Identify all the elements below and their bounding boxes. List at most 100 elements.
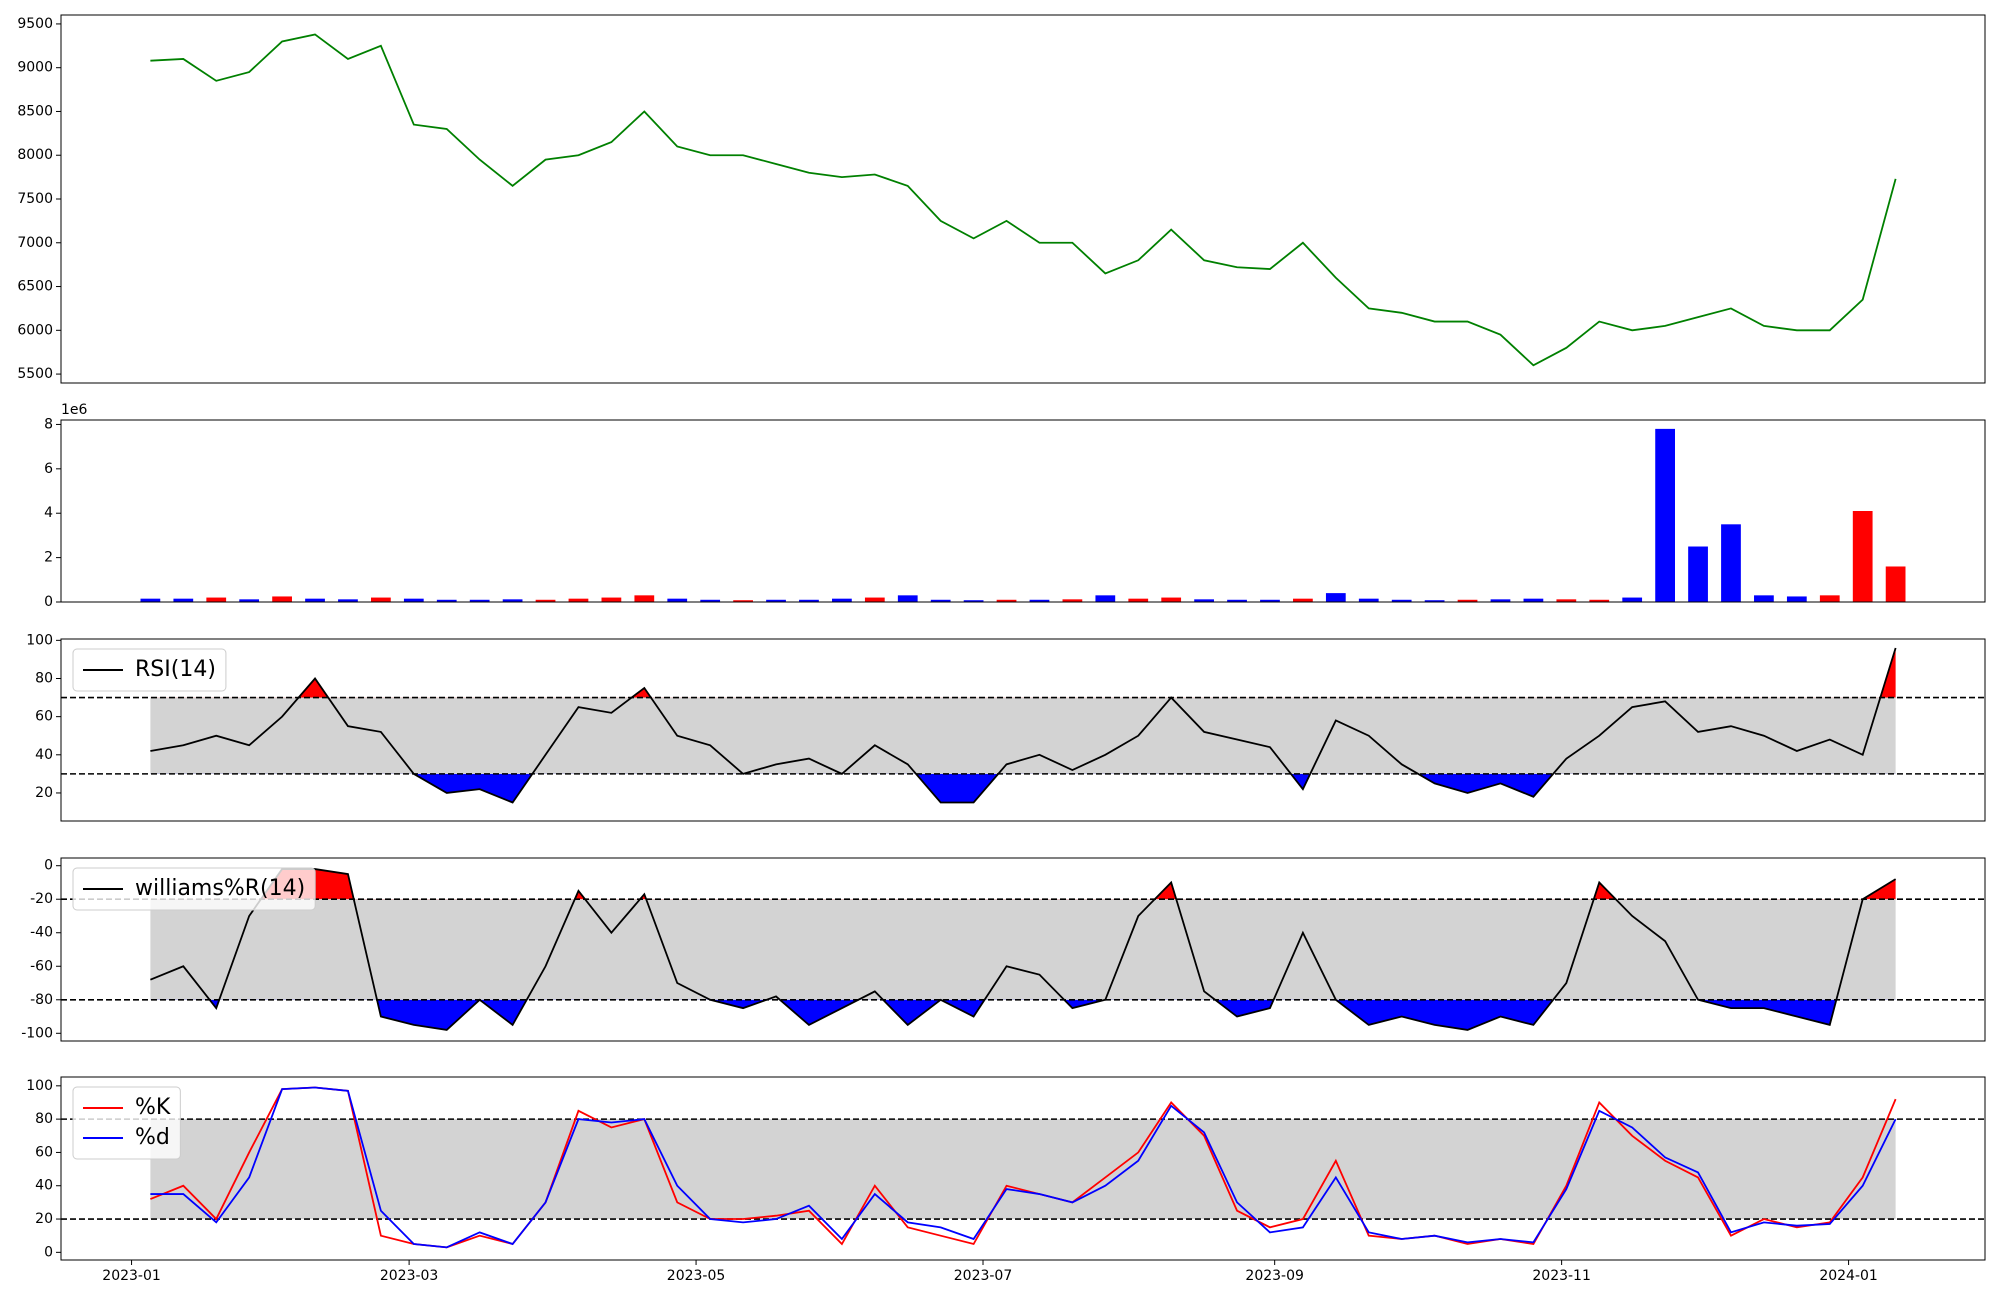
y-tick-label: 20 (35, 785, 53, 801)
volume-bar (1457, 599, 1478, 602)
frame (60, 1076, 1986, 1261)
y-tick-label: 6000 (17, 322, 53, 338)
y-tick-label: 7000 (17, 235, 53, 251)
frame (60, 419, 1986, 603)
volume-bar (1786, 596, 1807, 602)
volume-bar (1161, 597, 1182, 602)
volume-bar (1852, 511, 1873, 602)
volume-bar (1260, 599, 1280, 602)
volume-bar (568, 598, 589, 602)
legend: %K %d (72, 1086, 181, 1160)
volume-bar (1424, 600, 1445, 602)
volume-bar (700, 599, 721, 602)
y-tick-label: 0 (44, 1244, 53, 1260)
volume-bar (1128, 598, 1149, 602)
volume-bar (239, 599, 260, 602)
volume-bar (1556, 599, 1577, 602)
volume-bar (338, 599, 358, 602)
y-tick-label: -60 (30, 958, 53, 974)
y-tick-label: -100 (21, 1025, 53, 1041)
volume-bar (832, 598, 852, 602)
y-tick-label: 60 (35, 1144, 53, 1160)
volume-bar (733, 600, 753, 602)
extreme-fill (150, 999, 1896, 1030)
volume-bar (996, 599, 1017, 602)
volume-bar (1721, 524, 1741, 602)
y-tick-label: 4 (44, 505, 53, 521)
volume-bar (1490, 599, 1511, 602)
legend-box (72, 648, 227, 692)
series-line (150, 647, 1897, 804)
volume-bar (502, 599, 523, 602)
x-tick-label: 2023-01 (102, 1268, 161, 1284)
volume-bar (1655, 428, 1675, 602)
frame (60, 14, 1986, 384)
y-tick-label: 20 (35, 1211, 53, 1227)
panel (61, 1086, 1985, 1249)
y-tick-label: 0 (44, 858, 53, 874)
volume-bar (1358, 598, 1379, 602)
y-tick-label: 0 (44, 594, 53, 610)
volume-bar (140, 598, 161, 602)
legend-box (72, 867, 316, 911)
x-tick-label: 2023-05 (667, 1268, 726, 1284)
panel (61, 868, 1985, 1031)
volume-bar (1523, 598, 1544, 602)
volume-bar (535, 599, 556, 602)
band (150, 899, 1896, 1000)
x-tick-label: 2024-01 (1819, 1268, 1878, 1284)
y-tick-label: 100 (26, 1078, 53, 1094)
legend-label: williams%R(14) (135, 876, 305, 901)
y-tick-label: 9000 (17, 60, 53, 76)
volume-bar (963, 600, 984, 602)
volume-bar (766, 599, 786, 602)
volume-bar (930, 599, 951, 602)
y-tick-label: 40 (35, 747, 53, 763)
y-tick-label: -40 (30, 925, 53, 941)
y-tick-label: 5500 (17, 366, 53, 382)
y-tick-label: 9500 (17, 16, 53, 32)
volume-bar (173, 598, 194, 602)
band (150, 1119, 1896, 1220)
legend-label: %d (135, 1125, 170, 1150)
panel (61, 647, 1985, 804)
x-tick-label: 2023-09 (1245, 1268, 1304, 1284)
legend-box (72, 1086, 181, 1160)
volume-bar (371, 597, 391, 602)
series-line (150, 1086, 1897, 1249)
volume-bar (272, 596, 292, 602)
x-tick-label: 2023-11 (1532, 1268, 1591, 1284)
x-tick-label: 2023-07 (954, 1268, 1013, 1284)
volume-bar (1622, 597, 1643, 602)
volume-bar (864, 597, 885, 602)
y-tick-label: 6500 (17, 279, 53, 295)
panel (140, 428, 1906, 602)
frame (60, 857, 1986, 1042)
volume-bar (206, 597, 227, 602)
volume-bar (403, 598, 424, 602)
volume-bar (436, 599, 457, 602)
legend: williams%R(14) (72, 867, 316, 911)
volume-bar (1819, 595, 1840, 602)
y-tick-label: 8 (44, 416, 53, 432)
band (150, 697, 1896, 774)
price-line (150, 33, 1897, 367)
y-tick-label: 100 (26, 632, 53, 648)
extreme-fill (150, 773, 1896, 803)
y-tick-label: -80 (30, 992, 53, 1008)
volume-bar (1293, 598, 1313, 602)
volume-bar (1885, 566, 1906, 602)
y-tick-label: 7500 (17, 191, 53, 207)
volume-bar (1095, 595, 1116, 602)
volume-bar (1589, 599, 1610, 602)
volume-bar (897, 595, 918, 602)
volume-bar (667, 598, 688, 602)
volume-bar (1062, 599, 1083, 602)
volume-bar (1325, 593, 1346, 602)
volume-bar (469, 599, 490, 602)
volume-bar (601, 597, 622, 602)
panel (150, 33, 1897, 367)
legend-label: %K (135, 1095, 171, 1120)
